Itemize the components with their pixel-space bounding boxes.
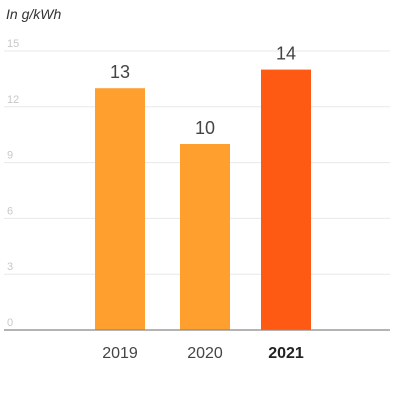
- y-tick-label: 12: [7, 94, 19, 106]
- data-label-2019: 13: [110, 62, 130, 82]
- bar-2021: [261, 69, 311, 330]
- data-label-2021: 14: [276, 44, 296, 64]
- y-tick-label: 15: [7, 38, 19, 50]
- y-tick-label: 9: [7, 150, 13, 162]
- bar-2020: [180, 144, 230, 330]
- x-tick-label-2021: 2021: [268, 345, 304, 362]
- data-label-2020: 10: [195, 118, 215, 138]
- y-tick-label: 3: [7, 261, 13, 273]
- x-tick-label-2019: 2019: [102, 345, 138, 362]
- y-tick-label: 0: [7, 317, 13, 329]
- y-axis-unit-label: In g/kWh: [6, 6, 62, 22]
- x-tick-label-2020: 2020: [187, 345, 223, 362]
- bar-2019: [95, 88, 145, 330]
- y-tick-label: 6: [7, 205, 13, 217]
